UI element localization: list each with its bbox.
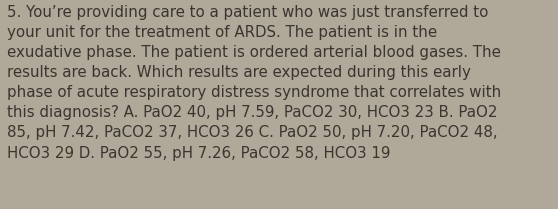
Text: 5. You’re providing care to a patient who was just transferred to
your unit for : 5. You’re providing care to a patient wh…: [7, 5, 501, 161]
